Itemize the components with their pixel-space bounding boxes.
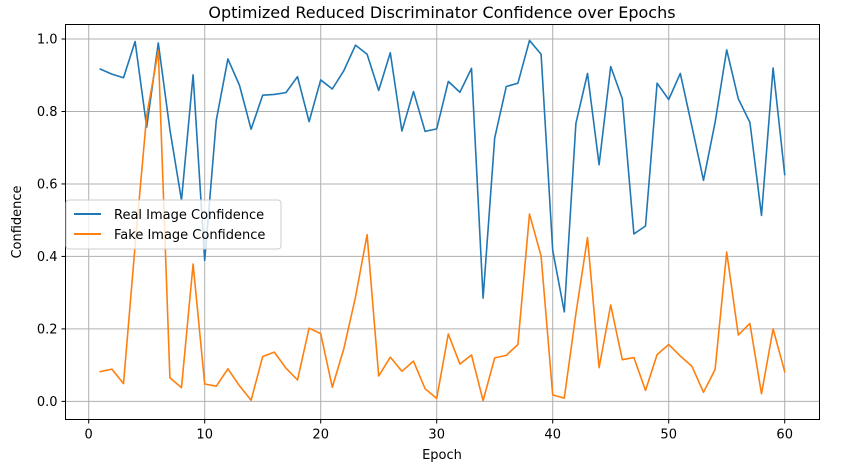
legend-box (65, 199, 282, 250)
y-axis: 0.0 0.2 0.4 0.6 0.8 1.0 (37, 32, 66, 410)
y-tick-label: 0.4 (37, 250, 58, 265)
y-tick-label: 0.8 (37, 105, 58, 120)
y-tick-label: 0.0 (37, 395, 58, 410)
series-line-real (99, 39, 786, 313)
x-tick-label: 30 (428, 428, 445, 443)
x-tick-label: 60 (776, 428, 793, 443)
series-layer (99, 39, 786, 402)
y-axis-label: Confidence (10, 185, 25, 258)
series-line-fake (99, 49, 786, 402)
chart-title: Optimized Reduced Discriminator Confiden… (208, 3, 675, 22)
y-tick-label: 0.6 (37, 177, 58, 192)
x-tick-label: 20 (312, 428, 329, 443)
legend-label-fake: Fake Image Confidence (114, 228, 265, 243)
legend: Real Image Confidence Fake Image Confide… (65, 199, 282, 250)
x-tick-label: 10 (196, 428, 213, 443)
y-tick-label: 1.0 (37, 32, 58, 47)
x-axis: 0 10 20 30 40 50 60 (85, 419, 793, 443)
y-tick-label: 0.2 (37, 322, 58, 337)
x-tick-label: 50 (660, 428, 677, 443)
x-tick-label: 0 (85, 428, 93, 443)
legend-label-real: Real Image Confidence (114, 208, 264, 223)
x-axis-label: Epoch (422, 448, 462, 463)
x-tick-label: 40 (544, 428, 561, 443)
